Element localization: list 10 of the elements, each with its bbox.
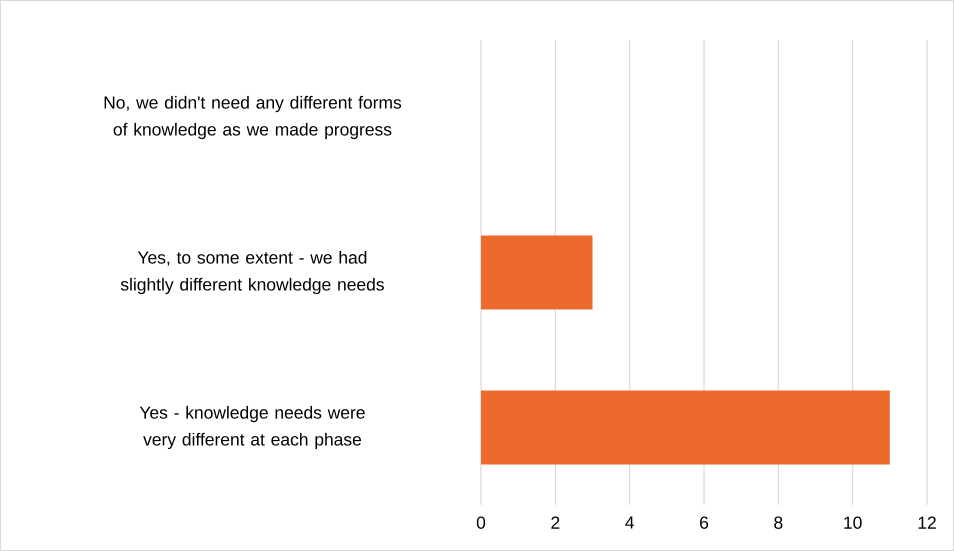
y-tick-label: Yes - knowledge needs were very different at each phase [140, 406, 365, 450]
x-tick-label: 0 [476, 516, 486, 529]
x-tick-label: 10 [844, 516, 862, 529]
x-tick-label: 2 [551, 516, 560, 529]
y-tick-label: Yes, to some extent - we had slightly different knowledge needs [120, 250, 384, 294]
x-tick-label: 8 [774, 516, 782, 529]
x-tick-label: 4 [625, 516, 634, 529]
x-tick-label: 12 [918, 516, 936, 529]
y-tick-label: No, we didn't need any different forms of knowledge as we made progress [104, 96, 402, 140]
x-tick-label: 6 [700, 516, 708, 529]
